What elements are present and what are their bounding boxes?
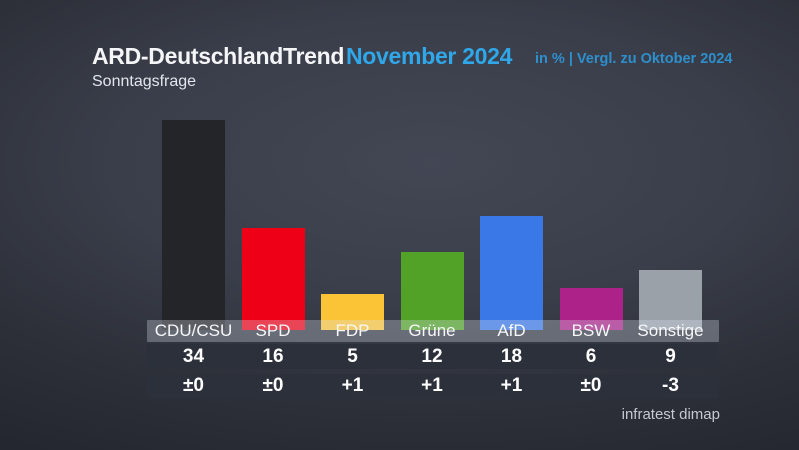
value-sonstige: 9	[665, 346, 676, 367]
value-cdu-csu: 34	[182, 346, 205, 367]
change-sonstige: -3	[662, 375, 679, 396]
value-bsw: 6	[585, 346, 597, 367]
party-label-bsw: BSW	[571, 321, 611, 340]
bar-afd	[480, 216, 543, 330]
party-label-gr-ne: Grüne	[408, 321, 456, 340]
party-label-sonstige: Sonstige	[637, 321, 704, 340]
party-label-cdu-csu: CDU/CSU	[154, 321, 233, 340]
change-spd: ±0	[262, 375, 284, 396]
bar-cdu-csu	[162, 120, 225, 330]
party-label-spd: SPD	[255, 321, 291, 340]
source-credit: infratest dimap	[621, 406, 720, 423]
bar-sonstige	[639, 270, 702, 330]
change-fdp: +1	[341, 375, 364, 396]
party-name-band	[147, 320, 719, 342]
comparison-note: in % | Vergl. zu Oktober 2024	[535, 51, 733, 67]
party-label-fdp: FDP	[335, 321, 370, 340]
change-afd: +1	[500, 375, 523, 396]
value-fdp: 5	[347, 346, 358, 367]
change-gr-ne: +1	[421, 375, 443, 396]
party-label-afd: AfD	[497, 321, 526, 340]
bar-spd	[241, 228, 305, 330]
change-bsw: ±0	[580, 375, 602, 396]
bar-fdp	[321, 294, 384, 330]
change-band	[147, 374, 719, 398]
value-band	[147, 344, 719, 369]
poll-period: November 2024	[346, 43, 513, 69]
change-cdu-csu: ±0	[183, 375, 204, 396]
value-gr-ne: 12	[421, 346, 443, 367]
value-spd: 16	[262, 346, 284, 367]
bar-bsw	[559, 288, 623, 330]
value-afd: 18	[500, 346, 523, 367]
bar-gr-ne	[400, 252, 464, 330]
page-title: ARD-DeutschlandTrend	[92, 43, 345, 69]
chart-subtitle: Sonntagsfrage	[92, 73, 197, 90]
